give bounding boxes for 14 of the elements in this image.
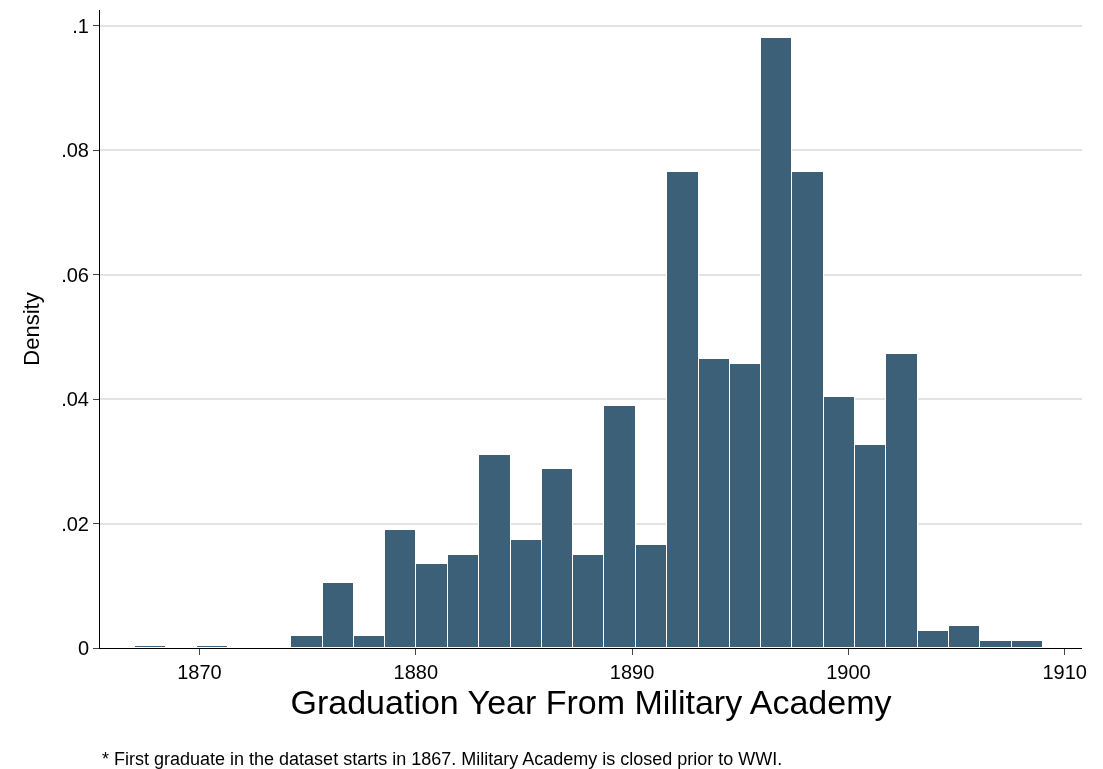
y-axis-title: Density: [18, 292, 44, 366]
x-tick-label: 1890: [609, 661, 655, 683]
y-tick-label: .1: [72, 14, 89, 37]
y-tick-label: 0: [77, 637, 89, 659]
x-tick-label: 1880: [393, 661, 439, 683]
y-tick-label: .08: [61, 139, 89, 162]
x-tick-label: 1870: [177, 661, 222, 683]
x-tick-label: 1910: [1042, 661, 1087, 683]
y-tick-label: .02: [61, 512, 89, 535]
text: * First graduate in the dataset starts in 1867. Military Academy is closed prior to WWI.: [102, 749, 783, 769]
x-axis-title: Graduation Year From Military Academy: [290, 683, 892, 721]
y-tick-label: .06: [61, 263, 89, 286]
x-tick-label: 1900: [826, 661, 871, 683]
y-tick-label: .04: [61, 388, 89, 411]
